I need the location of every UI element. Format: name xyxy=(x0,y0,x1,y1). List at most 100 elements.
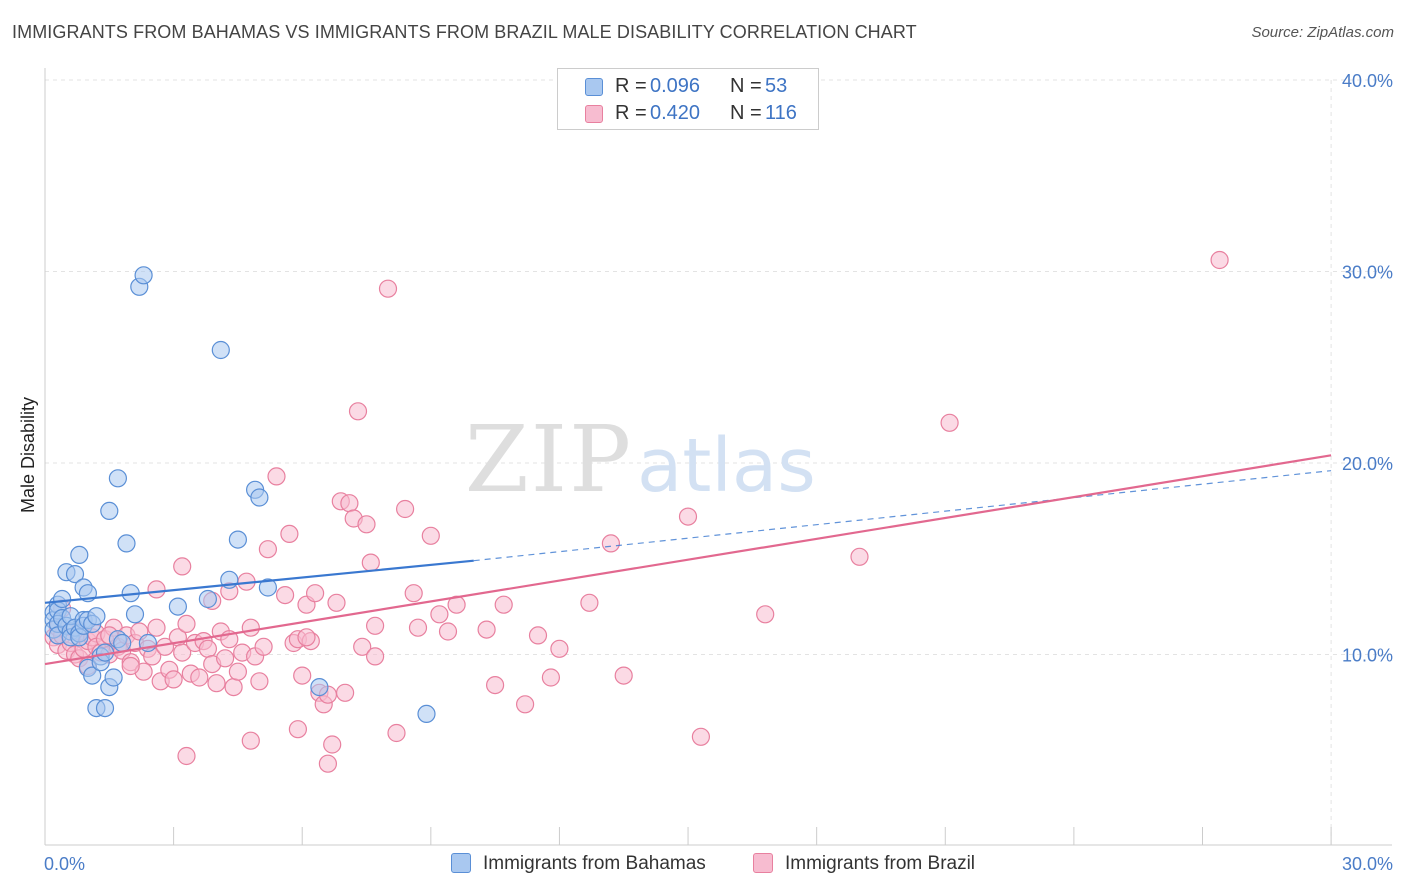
data-point xyxy=(438,622,458,641)
data-point xyxy=(147,618,166,637)
data-point xyxy=(87,607,106,626)
x-tick-label: 0.0% xyxy=(44,854,85,874)
data-point xyxy=(250,488,269,507)
data-point xyxy=(117,534,136,553)
chart-source: Source: ZipAtlas.com xyxy=(1251,24,1394,41)
legend-row-brazil: R = 0.420 N = 116 xyxy=(558,101,820,127)
data-point xyxy=(173,643,192,662)
data-point xyxy=(336,683,355,702)
data-point xyxy=(550,639,569,658)
data-point xyxy=(601,534,621,553)
data-point xyxy=(70,545,89,565)
data-point xyxy=(267,467,286,486)
chart-title: IMMIGRANTS FROM BAHAMAS VS IMMIGRANTS FR… xyxy=(12,22,917,42)
data-point xyxy=(408,618,428,637)
data-point xyxy=(340,494,359,513)
data-point xyxy=(348,402,368,421)
data-point xyxy=(361,553,380,572)
data-point xyxy=(108,469,128,488)
data-point xyxy=(228,530,247,549)
data-point xyxy=(477,620,496,639)
data-point xyxy=(258,578,277,597)
data-point xyxy=(164,670,183,689)
y-tick-label: 20.0% xyxy=(1342,454,1393,474)
watermark-zip: ZIP xyxy=(465,406,633,513)
data-point xyxy=(396,499,415,519)
legend-n-label: N = xyxy=(730,102,762,124)
legend-r-value: 0.096 xyxy=(650,75,701,97)
data-point xyxy=(168,597,187,616)
watermark-atlas: atlas xyxy=(637,423,816,509)
data-point xyxy=(52,589,72,609)
data-point xyxy=(293,666,312,685)
data-point xyxy=(327,593,346,612)
data-point xyxy=(177,614,196,634)
data-point xyxy=(250,672,269,691)
data-point xyxy=(366,647,385,666)
data-point xyxy=(614,666,633,685)
legend-n-label: N = xyxy=(730,75,762,97)
data-point xyxy=(228,662,247,681)
legend-r-label: R = xyxy=(615,75,647,97)
data-point xyxy=(515,695,535,714)
data-point xyxy=(224,677,243,697)
data-point xyxy=(756,605,775,624)
series-label-bahamas: Immigrants from Bahamas xyxy=(483,853,706,874)
data-point xyxy=(241,618,260,637)
series-legend-bahamas: Immigrants from Bahamas xyxy=(451,852,741,876)
data-point xyxy=(323,735,342,754)
legend-row-bahamas: R = 0.096 N = 53 xyxy=(558,74,820,100)
data-point xyxy=(421,526,440,545)
data-point xyxy=(113,633,132,653)
data-point xyxy=(528,626,548,645)
stats-legend: R = 0.096 N = 53 R = 0.420 N = 116 xyxy=(557,68,819,130)
data-point xyxy=(1210,250,1229,270)
y-tick-label: 10.0% xyxy=(1342,646,1393,666)
data-point xyxy=(850,547,869,566)
y-tick-label: 40.0% xyxy=(1342,71,1393,91)
data-point xyxy=(65,564,85,584)
data-point xyxy=(216,649,235,668)
data-point xyxy=(378,279,398,298)
data-point xyxy=(486,675,505,695)
data-point xyxy=(366,616,385,635)
series-swatch-brazil xyxy=(753,853,773,873)
data-point xyxy=(288,720,307,739)
ticks-layer: 10.0% 20.0% 30.0% 40.0% 0.0% 30.0% xyxy=(44,71,1393,874)
data-point xyxy=(387,723,406,743)
data-point xyxy=(125,605,145,624)
data-point xyxy=(297,628,316,647)
data-point xyxy=(430,605,449,624)
data-point xyxy=(580,593,599,612)
axes-layer xyxy=(44,68,1392,846)
legend-swatch-bahamas xyxy=(585,78,603,96)
series-label-brazil: Immigrants from Brazil xyxy=(785,853,976,874)
data-point xyxy=(100,501,119,520)
trend-line-bahamas-extension xyxy=(473,470,1332,562)
data-point xyxy=(306,584,325,603)
legend-r-value: 0.420 xyxy=(650,102,701,124)
data-point xyxy=(258,540,277,559)
x-tick-label: 30.0% xyxy=(1342,854,1393,874)
y-axis-label: Male Disability xyxy=(18,397,38,513)
trend-layer xyxy=(44,454,1332,666)
data-point xyxy=(404,584,423,603)
data-point xyxy=(211,340,230,360)
data-point xyxy=(190,668,209,687)
series-legend-brazil: Immigrants from Brazil xyxy=(753,852,1013,876)
legend-swatch-brazil xyxy=(585,105,603,123)
data-point xyxy=(357,515,376,534)
data-point xyxy=(207,674,226,693)
watermark: ZIP atlas xyxy=(465,406,816,513)
data-point xyxy=(494,595,513,614)
data-point xyxy=(691,727,711,746)
data-point xyxy=(417,704,436,724)
trend-line-brazil xyxy=(44,454,1332,666)
data-point xyxy=(241,731,260,750)
data-point xyxy=(134,266,153,285)
legend-n-value: 116 xyxy=(765,102,797,124)
data-point xyxy=(318,754,337,773)
brazil-points xyxy=(44,250,1229,773)
